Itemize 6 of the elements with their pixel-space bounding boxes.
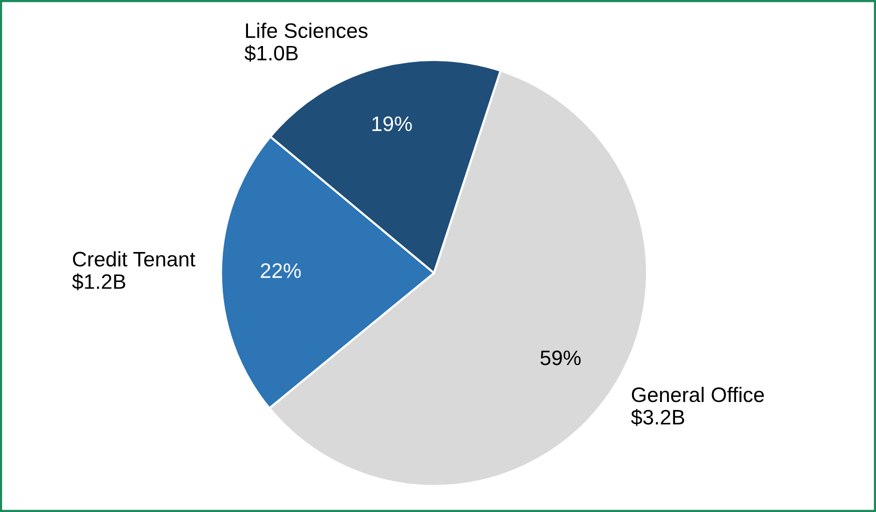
slice-label: Life Sciences $1.0B: [244, 22, 368, 62]
data-label: 22%: [260, 263, 301, 278]
slice-label: Credit Tenant $1.2B: [72, 251, 196, 290]
data-label: 19%: [372, 116, 412, 132]
data-label: 59%: [540, 350, 581, 366]
slice-label: General Office $3.2B: [631, 386, 764, 426]
